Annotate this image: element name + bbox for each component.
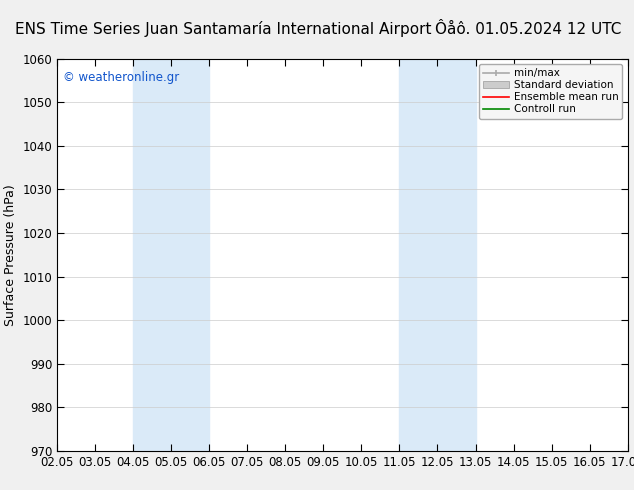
Legend: min/max, Standard deviation, Ensemble mean run, Controll run: min/max, Standard deviation, Ensemble me… [479,64,623,119]
Text: Ôåô. 01.05.2024 12 UTC: Ôåô. 01.05.2024 12 UTC [435,22,621,37]
Bar [133,59,209,451]
Y-axis label: Surface Pressure (hPa): Surface Pressure (hPa) [4,184,17,326]
Bar [399,59,476,451]
Text: © weatheronline.gr: © weatheronline.gr [63,71,179,84]
Text: ENS Time Series Juan Santamaría International Airport: ENS Time Series Juan Santamaría Internat… [15,21,431,37]
